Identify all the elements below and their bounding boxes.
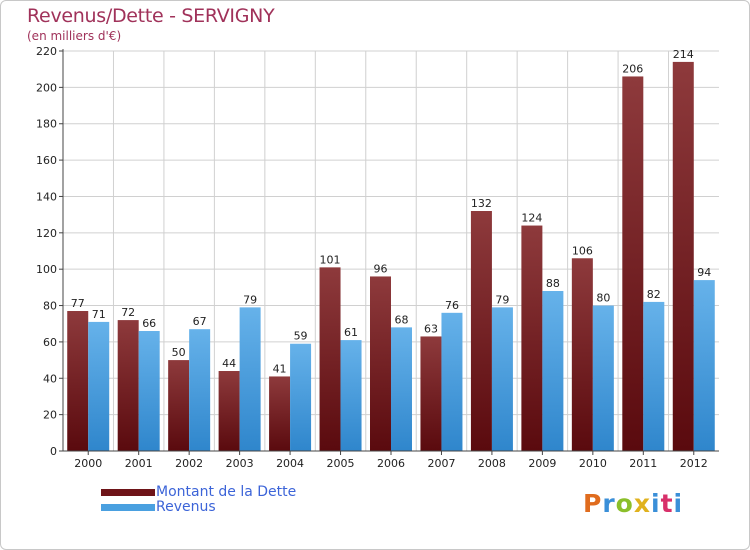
bar-dette [319,267,341,451]
x-tick-label: 2008 [478,457,506,470]
bar-revenus [189,329,211,451]
data-label: 82 [647,288,661,301]
data-label: 41 [273,362,287,375]
data-label: 124 [521,212,542,225]
logo-letter: x [633,489,651,518]
bar-dette [672,61,694,452]
y-tick-label: 80 [43,300,57,313]
legend-label-revenus: Revenus [156,499,216,515]
data-label: 61 [344,326,358,339]
legend-label-dette: Montant de la Dette [156,484,297,500]
y-tick-label: 20 [43,409,57,422]
bar-revenus [491,307,513,451]
x-tick-label: 2012 [680,457,708,470]
x-tick-label: 2001 [125,457,153,470]
data-label: 77 [71,297,85,310]
data-labels: 77 71 72 66 50 67 44 79 41 59 101 61 96 68 63 76 132 79 12… [71,48,712,376]
bar-revenus [239,307,261,451]
data-label: 214 [673,48,694,61]
data-label: 50 [172,346,186,359]
bar-revenus [441,312,463,451]
data-label: 80 [596,292,610,305]
axes: 0 20 40 60 80 100 120 140 160 180 200 220 2000 2001 20… [36,45,719,470]
data-label: 79 [495,293,509,306]
y-tick-label: 160 [36,154,57,167]
bar-revenus [592,305,614,451]
legend-swatch-dette [101,489,155,496]
bar-dette [420,336,442,451]
bar-dette [470,211,492,451]
x-tick-label: 2003 [226,457,254,470]
x-tick-label: 2000 [74,457,102,470]
bar-dette [218,371,240,451]
data-label: 63 [424,322,438,335]
y-tick-label: 60 [43,336,57,349]
y-tick-label: 100 [36,263,57,276]
logo-letter: i [651,489,661,518]
data-label: 132 [471,197,492,210]
y-tick-label: 0 [50,445,57,458]
bar-dette [269,376,291,451]
bar-revenus [542,291,564,451]
bar-dette [117,320,139,451]
data-label: 44 [222,357,236,370]
y-tick-label: 140 [36,190,57,203]
bar-revenus [340,340,362,451]
bar-revenus [290,343,312,451]
data-label: 66 [142,317,156,330]
data-label: 206 [622,62,643,75]
data-label: 106 [572,244,593,257]
data-label: 94 [697,266,711,279]
bar-dette [67,311,89,451]
bar-revenus [88,321,110,451]
legend-swatch-revenus [101,504,155,511]
data-label: 79 [243,293,257,306]
y-tick-label: 180 [36,118,57,131]
data-label: 71 [92,308,106,321]
x-tick-label: 2009 [528,457,556,470]
bar-dette [521,225,543,451]
bar-dette [370,276,391,451]
bar-revenus [693,280,715,451]
x-tick-label: 2002 [175,457,203,470]
bar-revenus [643,301,665,451]
x-tick-label: 2007 [427,457,455,470]
y-tick-label: 220 [36,45,57,58]
bars [67,61,715,452]
logo-letter: P [583,489,603,518]
bar-dette [168,360,190,451]
logo-letter: i [673,489,684,518]
y-tick-label: 120 [36,227,57,240]
data-label: 88 [546,277,560,290]
x-tick-label: 2011 [629,457,657,470]
proxiti-logo: Proxiti [583,489,683,518]
data-label: 68 [395,313,409,326]
x-tick-label: 2004 [276,457,304,470]
y-tick-label: 200 [36,81,57,94]
bar-revenus [391,327,412,451]
chart-title: Revenus/Dette - SERVIGNY [27,5,275,27]
logo-letter: t [660,489,674,518]
data-label: 96 [374,262,388,275]
data-label: 76 [445,299,459,312]
bar-revenus [138,331,160,451]
bar-dette [622,76,644,452]
y-tick-label: 40 [43,372,57,385]
data-label: 72 [121,306,135,319]
logo-letter: r [602,489,616,518]
logo-letter: o [615,489,634,518]
data-label: 67 [193,315,207,328]
data-label: 101 [320,253,341,266]
bar-dette [571,258,593,451]
x-tick-label: 2005 [327,457,355,470]
x-tick-label: 2010 [579,457,607,470]
chart-subtitle: (en milliers d'€) [27,29,122,43]
data-label: 59 [294,330,308,343]
x-tick-label: 2006 [377,457,405,470]
